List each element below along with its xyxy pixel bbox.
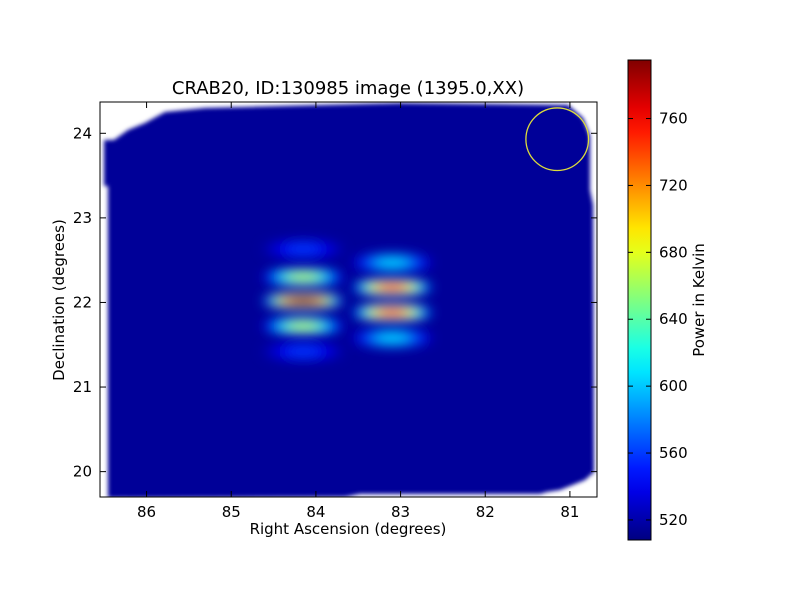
colorbar-label: Power in Kelvin <box>690 243 708 357</box>
source-level <box>375 282 409 292</box>
y-tick-label: 23 <box>73 209 92 227</box>
source-level <box>286 296 320 306</box>
x-tick-label: 83 <box>391 503 410 521</box>
y-axis-label: Declination (degrees) <box>50 219 68 381</box>
x-tick-label: 84 <box>306 503 325 521</box>
colorbar <box>627 59 652 541</box>
y-axis: 20 21 22 23 24 <box>73 124 597 481</box>
source-blob <box>263 342 344 361</box>
source-blob <box>263 267 344 287</box>
source-level <box>375 258 409 268</box>
plot-area <box>104 103 594 497</box>
image-footprint <box>104 103 594 497</box>
source-level <box>286 321 320 331</box>
colorbar-tick-label: 760 <box>659 110 688 128</box>
source-level <box>375 308 409 318</box>
x-axis: 86 85 84 83 82 81 <box>137 102 579 521</box>
colorbar-tick-label: 720 <box>659 176 688 194</box>
source-blob <box>263 239 344 259</box>
x-tick-label: 82 <box>476 503 495 521</box>
y-tick-label: 24 <box>73 124 92 142</box>
source-level <box>286 272 320 282</box>
sources-layer <box>263 239 433 361</box>
source-blob <box>352 277 433 297</box>
chart-title: CRAB20, ID:130985 image (1395.0,XX) <box>172 78 524 99</box>
colorbar-axis: 520 560 600 640 680 720 760 <box>628 110 688 529</box>
x-tick-label: 81 <box>560 503 579 521</box>
source-blob <box>352 253 433 273</box>
source-blob <box>263 291 344 311</box>
source-level <box>375 333 409 343</box>
x-tick-label: 85 <box>222 503 241 521</box>
source-blob <box>352 328 433 348</box>
y-tick-label: 20 <box>73 463 92 481</box>
x-tick-label: 86 <box>137 503 156 521</box>
source-level <box>286 346 320 357</box>
y-tick-label: 22 <box>73 293 92 311</box>
colorbar-tick-label: 560 <box>659 444 688 462</box>
colorbar-tick-label: 680 <box>659 243 688 261</box>
source-blob <box>263 316 344 336</box>
colorbar-tick-label: 600 <box>659 377 688 395</box>
plot-frame <box>99 101 598 498</box>
colorbar-tick-label: 640 <box>659 310 688 328</box>
source-level <box>286 244 320 254</box>
colorbar-tick-label: 520 <box>659 511 688 529</box>
y-tick-label: 21 <box>73 378 92 396</box>
beam-circle <box>525 107 590 172</box>
x-axis-label: Right Ascension (degrees) <box>250 520 447 538</box>
source-blob <box>352 303 433 322</box>
